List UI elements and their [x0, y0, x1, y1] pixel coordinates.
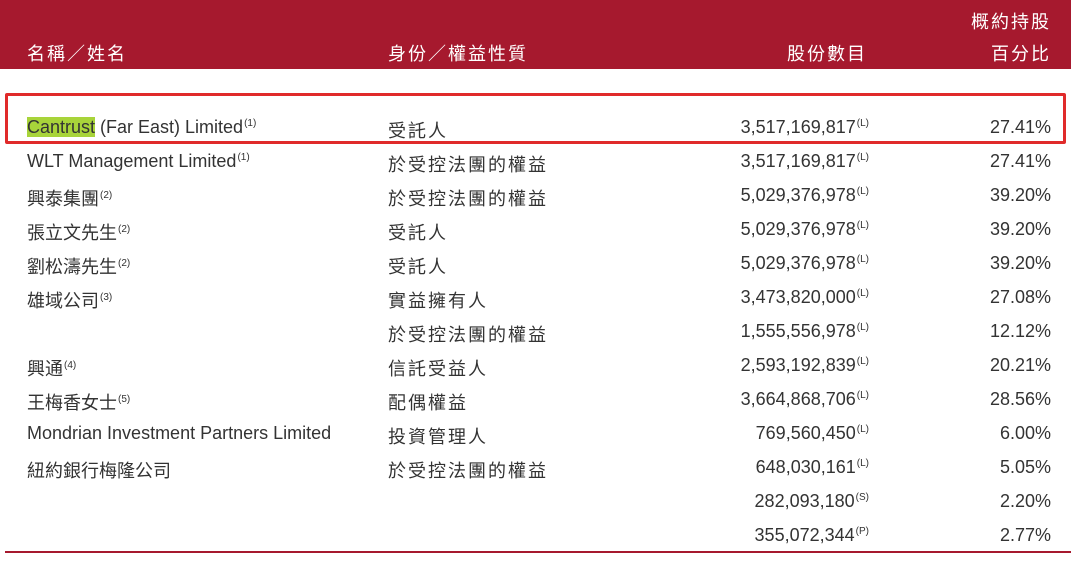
position-type: (L)	[856, 390, 869, 401]
percentage: 27.41%	[989, 151, 1051, 171]
holder-name: WLT Management Limited(1)	[27, 151, 250, 171]
capacity: 配偶權益	[388, 393, 468, 413]
capacity: 於受控法團的權益	[388, 325, 548, 345]
position-type: (P)	[855, 526, 869, 537]
header-role: 身份／權益性質	[388, 44, 528, 64]
position-type: (L)	[856, 458, 869, 469]
footnote-ref: (1)	[244, 118, 257, 129]
percentage: 39.20%	[989, 219, 1051, 239]
share-count: 2,593,192,839(L)	[740, 355, 869, 375]
footnote-ref: (2)	[118, 258, 131, 269]
share-count: 5,029,376,978(L)	[740, 219, 869, 239]
header-percentage-line1: 概約持股	[971, 12, 1051, 32]
share-count: 3,664,868,706(L)	[740, 389, 869, 409]
table-row: 張立文先生(2) 受託人 5,029,376,978(L) 39.20%	[0, 212, 1071, 246]
bottom-divider	[5, 551, 1071, 553]
percentage: 6.00%	[999, 423, 1051, 443]
holder-name	[27, 321, 28, 342]
share-count: 5,029,376,978(L)	[740, 253, 869, 273]
capacity: 受託人	[388, 257, 448, 277]
position-type: (L)	[856, 220, 869, 231]
table-row: 劉松濤先生(2) 受託人 5,029,376,978(L) 39.20%	[0, 246, 1071, 280]
percentage: 27.08%	[989, 287, 1051, 307]
percentage: 2.20%	[999, 491, 1051, 511]
share-count: 3,473,820,000(L)	[740, 287, 869, 307]
share-count: 355,072,344(P)	[754, 525, 869, 545]
holder-name: 興通(4)	[27, 359, 77, 379]
table-row: 282,093,180(S) 2.20%	[0, 484, 1071, 518]
position-type: (L)	[856, 424, 869, 435]
footnote-ref: (2)	[100, 190, 113, 201]
table-row: Cantrust (Far East) Limited(1) 受託人 3,517…	[0, 110, 1071, 144]
table-row: 興通(4) 信託受益人 2,593,192,839(L) 20.21%	[0, 348, 1071, 382]
percentage: 12.12%	[989, 321, 1051, 341]
share-count: 1,555,556,978(L)	[740, 321, 869, 341]
holder-name: Cantrust (Far East) Limited(1)	[27, 117, 256, 138]
share-count: 3,517,169,817(L)	[740, 151, 869, 171]
percentage: 39.20%	[989, 253, 1051, 273]
holder-name: 張立文先生(2)	[27, 223, 131, 243]
share-count: 282,093,180(S)	[754, 491, 869, 511]
table-row: Mondrian Investment Partners Limited 投資管…	[0, 416, 1071, 450]
position-type: (L)	[856, 288, 869, 299]
share-count: 5,029,376,978(L)	[740, 185, 869, 205]
holder-name: 興泰集團(2)	[27, 189, 113, 209]
capacity: 信託受益人	[388, 359, 488, 379]
holder-name: 劉松濤先生(2)	[27, 257, 131, 277]
header-name: 名稱／姓名	[27, 44, 127, 64]
position-type: (L)	[856, 152, 869, 163]
capacity: 於受控法團的權益	[388, 189, 548, 209]
position-type: (L)	[856, 118, 869, 129]
footnote-ref: (2)	[118, 224, 131, 235]
table-row: WLT Management Limited(1) 於受控法團的權益 3,517…	[0, 144, 1071, 178]
table-header: 名稱／姓名 身份／權益性質 股份數目 概約持股 百分比	[0, 0, 1071, 69]
position-type: (L)	[856, 186, 869, 197]
capacity: 投資管理人	[388, 427, 488, 447]
holder-name: 王梅香女士(5)	[27, 393, 131, 413]
holder-name: Mondrian Investment Partners Limited	[27, 423, 332, 443]
share-count: 648,030,161(L)	[755, 457, 869, 477]
table-row: 興泰集團(2) 於受控法團的權益 5,029,376,978(L) 39.20%	[0, 178, 1071, 212]
header-shares: 股份數目	[787, 44, 867, 64]
table-row: 355,072,344(P) 2.77%	[0, 518, 1071, 552]
highlighted-name: Cantrust	[27, 117, 96, 137]
position-type: (L)	[856, 254, 869, 265]
percentage: 28.56%	[989, 389, 1051, 409]
position-type: (L)	[856, 322, 869, 333]
footnote-ref: (4)	[64, 360, 77, 371]
footnote-ref: (5)	[118, 394, 131, 405]
table-row: 王梅香女士(5) 配偶權益 3,664,868,706(L) 28.56%	[0, 382, 1071, 416]
capacity: 於受控法團的權益	[388, 461, 548, 481]
percentage: 2.77%	[999, 525, 1051, 545]
capacity: 受託人	[388, 121, 448, 141]
share-count: 769,560,450(L)	[755, 423, 869, 443]
position-type: (S)	[855, 492, 869, 503]
capacity: 於受控法團的權益	[388, 155, 548, 175]
share-count: 3,517,169,817(L)	[740, 117, 869, 137]
footnote-ref: (3)	[100, 292, 113, 303]
holder-name: 紐約銀行梅隆公司	[27, 461, 171, 481]
shareholding-table: Cantrust (Far East) Limited(1) 受託人 3,517…	[0, 110, 1071, 552]
holder-name	[27, 525, 28, 546]
holder-name-rest: (Far East) Limited	[95, 117, 244, 137]
holder-name: 雄域公司(3)	[27, 291, 113, 311]
table-row: 雄域公司(3) 實益擁有人 3,473,820,000(L) 27.08%	[0, 280, 1071, 314]
header-percentage-line2: 百分比	[991, 44, 1051, 64]
capacity: 受託人	[388, 223, 448, 243]
percentage: 5.05%	[999, 457, 1051, 477]
capacity: 實益擁有人	[388, 291, 488, 311]
percentage: 20.21%	[989, 355, 1051, 375]
table-row: 紐約銀行梅隆公司 於受控法團的權益 648,030,161(L) 5.05%	[0, 450, 1071, 484]
percentage: 39.20%	[989, 185, 1051, 205]
percentage: 27.41%	[989, 117, 1051, 137]
holder-name	[27, 491, 28, 512]
position-type: (L)	[856, 356, 869, 367]
footnote-ref: (1)	[237, 152, 250, 163]
table-row: 於受控法團的權益 1,555,556,978(L) 12.12%	[0, 314, 1071, 348]
